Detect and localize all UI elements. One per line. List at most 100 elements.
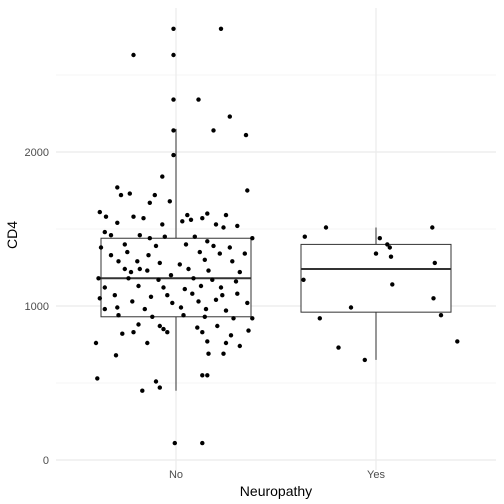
data-point <box>125 249 130 255</box>
data-point <box>136 283 141 289</box>
data-point <box>223 212 229 218</box>
data-point <box>217 251 222 256</box>
data-point <box>237 269 242 275</box>
y-tick-labels: 0 1000 2000 <box>25 147 49 467</box>
box-yes <box>300 227 452 360</box>
data-point <box>205 373 210 378</box>
data-point <box>157 260 162 266</box>
data-point <box>202 314 207 319</box>
data-point <box>160 174 165 179</box>
data-point <box>108 233 114 238</box>
x-axis-title: Neuropathy <box>240 483 312 499</box>
data-point <box>302 234 307 239</box>
data-point <box>153 243 159 249</box>
data-point <box>171 152 176 158</box>
data-point <box>183 242 189 247</box>
data-point <box>112 293 118 298</box>
data-point <box>116 313 121 318</box>
data-point <box>200 330 205 335</box>
data-point <box>171 128 176 133</box>
data-point <box>432 260 437 266</box>
data-point <box>167 199 172 204</box>
data-point <box>202 257 207 262</box>
data-point <box>387 245 392 250</box>
x-tick-labels: No Yes <box>169 469 385 481</box>
data-point <box>116 259 121 264</box>
data-point <box>150 314 155 319</box>
data-point <box>93 340 99 346</box>
data-point <box>196 97 201 102</box>
data-point <box>145 268 150 273</box>
data-point <box>250 236 255 241</box>
data-point <box>168 273 174 278</box>
data-point <box>186 266 191 272</box>
data-point <box>115 185 120 190</box>
data-point <box>171 52 176 58</box>
y-tick-label: 1000 <box>25 301 49 313</box>
data-point <box>231 316 236 321</box>
data-point <box>227 114 232 119</box>
data-point <box>131 214 136 219</box>
data-point <box>177 262 182 267</box>
data-point <box>96 276 101 281</box>
data-point <box>157 323 162 329</box>
data-point <box>218 26 224 31</box>
data-point <box>95 376 100 381</box>
data-point <box>211 243 216 249</box>
data-point <box>137 233 142 238</box>
data-point <box>140 388 145 393</box>
jitter-points <box>93 26 460 446</box>
data-point <box>147 236 152 241</box>
data-point <box>152 192 157 198</box>
x-tick-label-yes: Yes <box>367 469 385 481</box>
data-point <box>348 305 354 310</box>
data-point <box>211 128 216 133</box>
data-point <box>181 313 186 318</box>
data-point <box>122 242 128 247</box>
data-point <box>245 188 250 193</box>
data-point <box>323 225 329 230</box>
data-point <box>145 340 150 346</box>
box-no <box>100 128 252 391</box>
data-point <box>215 323 220 329</box>
data-point <box>118 192 124 198</box>
data-point <box>220 293 225 298</box>
data-point <box>192 234 197 239</box>
data-point <box>98 245 104 250</box>
data-point <box>233 279 239 284</box>
data-point <box>165 293 170 298</box>
y-axis-title: CD4 <box>4 221 20 249</box>
data-point <box>200 440 205 446</box>
x-tick-label-no: No <box>169 469 183 481</box>
data-point <box>221 225 226 230</box>
data-point <box>430 225 435 230</box>
data-point <box>188 217 194 222</box>
data-point <box>246 328 251 333</box>
data-point <box>377 236 382 241</box>
data-point <box>122 266 128 272</box>
data-point <box>200 373 205 378</box>
data-point <box>230 259 235 264</box>
data-point <box>128 269 134 275</box>
data-point <box>180 219 185 224</box>
data-point <box>213 297 219 302</box>
data-point <box>137 266 142 272</box>
data-point <box>203 306 209 312</box>
data-point <box>431 296 436 301</box>
data-point <box>235 223 240 229</box>
data-point <box>243 132 249 138</box>
boxes <box>100 128 452 391</box>
data-point <box>196 299 201 304</box>
data-point <box>210 277 215 282</box>
data-point <box>127 191 132 196</box>
y-tick-label: 0 <box>43 455 49 467</box>
data-point <box>336 345 341 350</box>
data-point <box>198 283 204 289</box>
data-point <box>235 291 240 296</box>
data-point <box>227 245 232 250</box>
data-point <box>205 239 210 244</box>
data-point <box>131 52 136 58</box>
data-point <box>147 200 152 205</box>
data-point <box>205 339 210 344</box>
data-point <box>126 276 131 281</box>
